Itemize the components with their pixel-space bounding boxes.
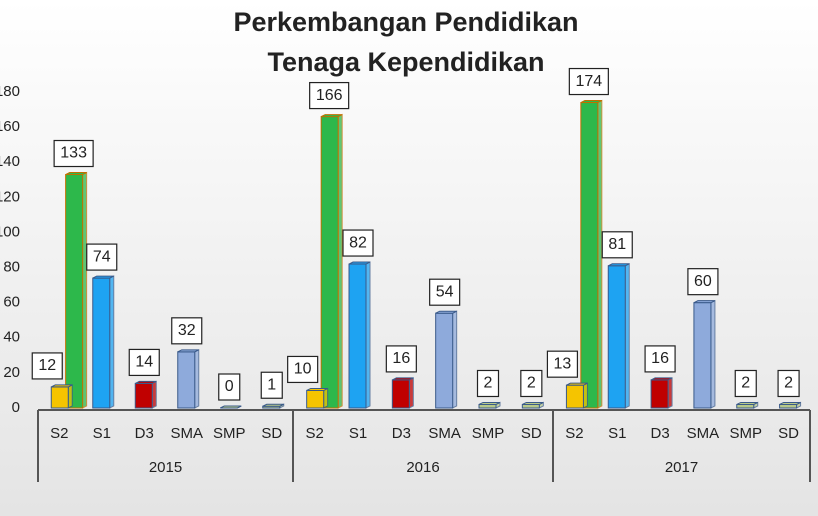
total-bar (320, 113, 343, 409)
y-tick-label: 140 (0, 153, 20, 170)
bar (478, 401, 501, 409)
data-label: 2 (784, 375, 793, 392)
total-bar (580, 99, 603, 409)
data-label: 60 (694, 273, 712, 290)
data-label-box (260, 371, 283, 399)
x-tick-label: SMP (213, 425, 246, 442)
data-label-box (171, 317, 203, 345)
data-label-box (385, 345, 417, 373)
data-label-box (53, 139, 94, 168)
x-tick-label: S2 (305, 425, 323, 442)
y-tick-label: 80 (3, 259, 20, 276)
data-label: 10 (294, 361, 312, 378)
y-tick-label: 160 (0, 118, 20, 135)
bar (650, 377, 673, 409)
data-label-box (476, 369, 500, 398)
x-tick-label: SMA (687, 425, 720, 442)
data-label-box (568, 67, 609, 96)
x-tick-label: SMP (472, 425, 505, 442)
data-label-box (309, 81, 350, 110)
data-label: 1 (267, 376, 276, 393)
x-tick-label: SD (521, 425, 542, 442)
data-label: 14 (135, 354, 153, 371)
data-label: 16 (392, 350, 410, 367)
data-label: 32 (178, 322, 196, 339)
x-tick-label: D3 (135, 425, 154, 442)
chart-title: Perkembangan Pendidikan (233, 7, 578, 37)
x-tick-label: S2 (565, 425, 583, 442)
data-label: 54 (436, 283, 454, 300)
x-tick-label: S1 (608, 425, 626, 442)
x-group-label: 2016 (406, 459, 439, 476)
x-tick-label: SMA (170, 425, 203, 442)
x-tick-label: S1 (93, 425, 111, 442)
data-label-box (287, 355, 319, 384)
data-label-box (342, 229, 374, 257)
y-tick-label: 0 (12, 399, 20, 416)
data-label-box (687, 268, 719, 296)
bar (50, 384, 73, 409)
x-tick-label: SD (261, 425, 282, 442)
bar (435, 310, 458, 409)
data-label: 2 (527, 375, 536, 392)
data-label-box (520, 369, 543, 398)
data-label-box (601, 231, 633, 259)
chart-title: Tenaga Kependidikan (267, 47, 544, 77)
bar (521, 401, 544, 409)
y-tick-label: 120 (0, 188, 20, 205)
x-tick-label: SD (778, 425, 799, 442)
data-label: 82 (349, 234, 367, 251)
y-tick-label: 60 (3, 294, 20, 311)
bar (92, 275, 115, 409)
data-label-box (734, 369, 757, 398)
x-group-label: 2017 (665, 459, 698, 476)
data-label-box (546, 350, 579, 378)
bar (306, 387, 329, 409)
data-label-box (86, 243, 118, 271)
y-tick-label: 40 (3, 329, 20, 346)
data-label-box (31, 352, 63, 380)
x-tick-label: D3 (392, 425, 411, 442)
bar (262, 403, 285, 409)
total-bar (65, 171, 88, 409)
data-label: 133 (60, 145, 87, 162)
bar (348, 261, 371, 409)
data-label: 2 (484, 375, 493, 392)
y-tick-label: 180 (0, 83, 20, 100)
data-label: 0 (225, 378, 234, 395)
data-label-box (128, 348, 160, 377)
data-label: 16 (651, 350, 669, 367)
x-tick-label: SMA (428, 425, 461, 442)
x-tick-label: SMP (729, 425, 762, 442)
data-label: 166 (316, 87, 343, 104)
x-tick-label: S1 (349, 425, 367, 442)
bar (565, 382, 588, 409)
bar (220, 405, 242, 409)
data-label: 13 (554, 355, 572, 372)
x-tick-label: S2 (50, 425, 68, 442)
bar (736, 401, 759, 409)
data-label: 174 (575, 73, 602, 90)
data-label-box (429, 278, 461, 306)
x-group-label: 2015 (149, 459, 182, 476)
y-tick-label: 100 (0, 223, 20, 240)
data-label-box (644, 345, 676, 373)
bar (779, 401, 802, 409)
data-label-box (777, 369, 800, 398)
bar (693, 299, 716, 409)
bar (607, 262, 630, 409)
data-label: 74 (93, 248, 111, 265)
data-label: 12 (38, 357, 56, 374)
x-tick-label: D3 (650, 425, 669, 442)
data-label-box (218, 373, 241, 401)
bar (391, 377, 414, 409)
bar (177, 349, 200, 409)
bar (134, 380, 157, 409)
data-label: 81 (608, 236, 626, 253)
y-tick-label: 20 (3, 364, 20, 381)
data-label: 2 (741, 375, 750, 392)
